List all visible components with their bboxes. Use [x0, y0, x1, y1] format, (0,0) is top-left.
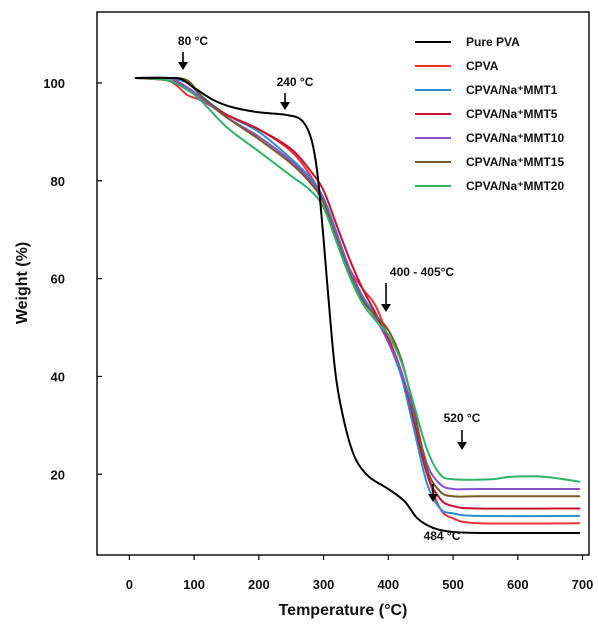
x-tick-label: 500: [442, 577, 464, 592]
axis-ticks: 0 100 200 300 400 500 600 700 20 40 60 80 100: [43, 76, 593, 592]
x-tick-label: 100: [183, 577, 205, 592]
y-tick-label: 80: [51, 174, 65, 189]
series-line: [134, 76, 581, 535]
annotation-label: 520 °C: [444, 411, 481, 425]
x-axis-title: Temperature (°C): [279, 602, 408, 619]
annotation-arrow-head: [280, 102, 290, 110]
x-tick-label: 700: [572, 577, 594, 592]
series-line: [134, 77, 581, 483]
legend-label: CPVA/Na⁺MMT5: [466, 107, 558, 121]
legend: Pure PVA CPVA CPVA/Na⁺MMT1 CPVA/Na⁺MMT5 CPVA…: [415, 35, 564, 193]
legend-label: CPVA/Na⁺MMT20: [466, 179, 564, 193]
annotation-arrow-head: [428, 494, 438, 502]
annotation-arrow-head: [178, 62, 188, 70]
x-tick-label: 0: [126, 577, 133, 592]
y-tick-label: 60: [51, 272, 65, 287]
y-tick-label: 100: [43, 76, 65, 91]
legend-label: CPVA/Na⁺MMT1: [466, 83, 558, 97]
series-line: [134, 76, 581, 491]
x-tick-label: 300: [313, 577, 335, 592]
annotation-label: 400 - 405°C: [390, 265, 455, 279]
annotation-arrow-head: [381, 304, 391, 312]
legend-label: CPVA: [466, 59, 499, 73]
legend-label: CPVA/Na⁺MMT15: [466, 155, 564, 169]
legend-label: Pure PVA: [466, 35, 520, 49]
annotations: 80 °C 240 °C 400 - 405°C 520 °C 484 °C: [178, 34, 481, 543]
y-axis-title: Weight (%): [14, 242, 31, 324]
y-tick-label: 40: [51, 369, 65, 384]
x-tick-label: 600: [507, 577, 529, 592]
x-tick-label: 200: [248, 577, 270, 592]
annotation-label: 484 °C: [424, 529, 461, 543]
y-tick-label: 20: [51, 467, 65, 482]
annotation-arrow-head: [457, 442, 467, 450]
plot-area-frame: [96, 11, 590, 556]
annotation-label: 80 °C: [178, 34, 208, 48]
legend-label: CPVA/Na⁺MMT10: [466, 131, 564, 145]
x-tick-label: 400: [377, 577, 399, 592]
annotation-label: 240 °C: [277, 75, 314, 89]
series-lines: [134, 76, 581, 535]
